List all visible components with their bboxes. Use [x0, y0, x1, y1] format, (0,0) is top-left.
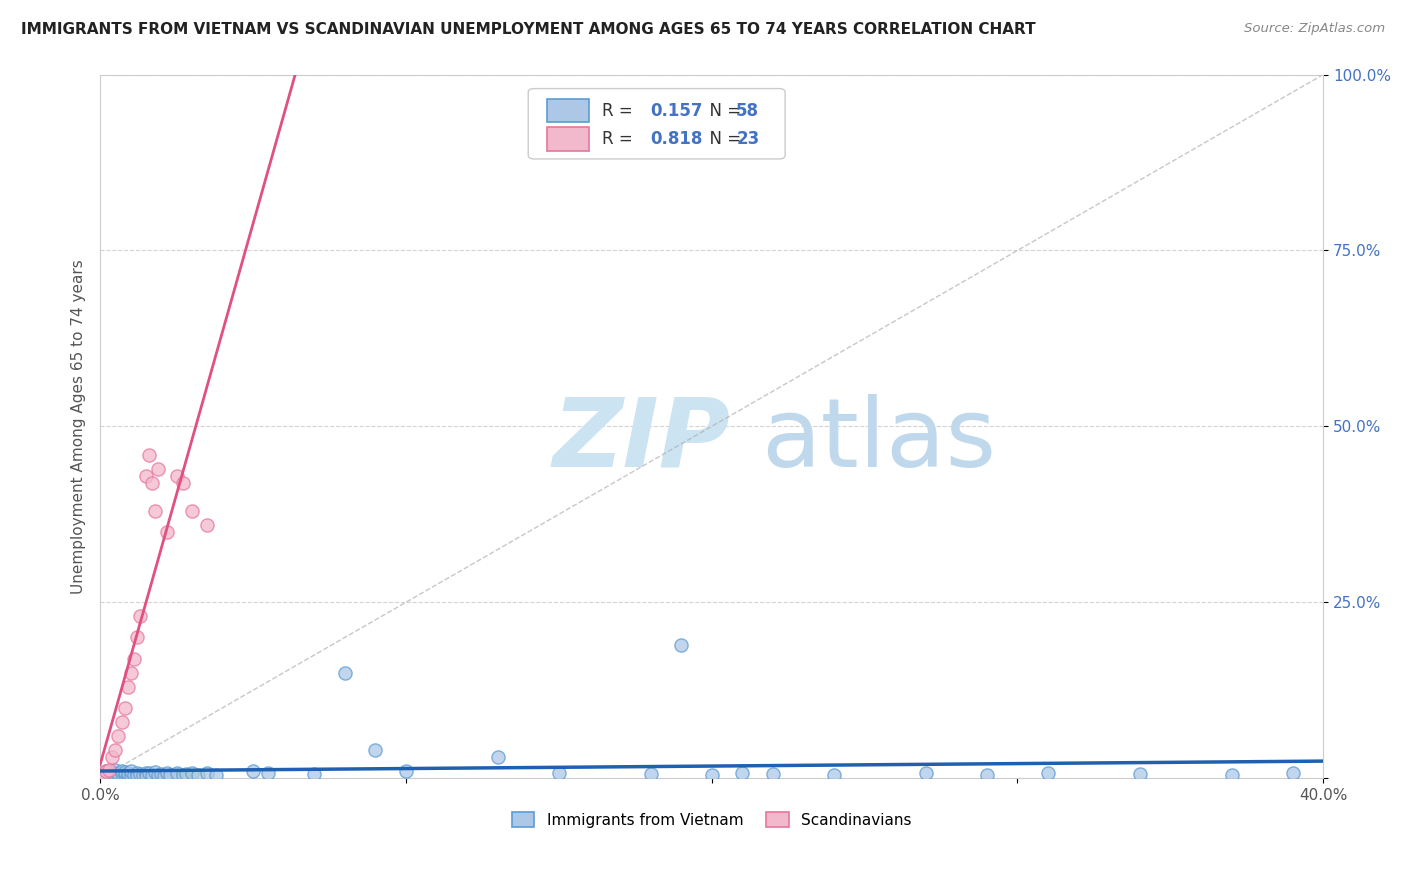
Point — [125, 765, 148, 780]
Point — [1129, 767, 1152, 781]
Point — [107, 765, 129, 780]
Point — [486, 750, 509, 764]
Point — [547, 765, 569, 780]
Text: R =: R = — [602, 102, 637, 120]
Point — [114, 764, 136, 779]
Point — [91, 768, 114, 782]
Point — [302, 767, 325, 781]
Point — [110, 714, 132, 729]
Point — [143, 764, 166, 779]
Text: atlas: atlas — [761, 394, 995, 487]
Point — [205, 768, 228, 782]
Point — [1036, 765, 1059, 780]
Point — [128, 609, 150, 624]
Text: R =: R = — [602, 130, 637, 148]
Point — [153, 769, 176, 783]
Point — [395, 764, 418, 779]
Point — [101, 750, 124, 764]
Point — [150, 767, 173, 781]
Point — [101, 765, 124, 780]
Point — [135, 468, 157, 483]
Point — [174, 767, 197, 781]
Point — [96, 764, 118, 779]
Point — [98, 763, 121, 777]
Point — [98, 769, 121, 783]
Point — [120, 665, 142, 680]
Text: N =: N = — [699, 102, 747, 120]
Point — [122, 651, 145, 665]
Point — [114, 768, 136, 782]
Point — [172, 475, 194, 490]
Point — [669, 638, 692, 652]
Text: ZIP: ZIP — [553, 394, 731, 487]
Point — [156, 524, 179, 539]
Point — [104, 743, 127, 757]
Point — [166, 468, 188, 483]
FancyBboxPatch shape — [547, 99, 589, 122]
Point — [91, 768, 114, 782]
Point — [364, 743, 387, 757]
Point — [180, 765, 202, 780]
Point — [117, 680, 139, 694]
Point — [333, 665, 356, 680]
Point — [976, 768, 998, 782]
Point — [135, 765, 157, 780]
Text: IMMIGRANTS FROM VIETNAM VS SCANDINAVIAN UNEMPLOYMENT AMONG AGES 65 TO 74 YEARS C: IMMIGRANTS FROM VIETNAM VS SCANDINAVIAN … — [21, 22, 1036, 37]
Point — [120, 764, 142, 779]
Point — [132, 768, 155, 782]
Text: 23: 23 — [737, 130, 759, 148]
Point — [107, 769, 129, 783]
Point — [148, 461, 170, 475]
Point — [1220, 768, 1243, 782]
Point — [762, 767, 785, 781]
Text: 0.157: 0.157 — [651, 102, 703, 120]
Point — [120, 768, 142, 782]
Point — [823, 768, 845, 782]
Point — [156, 765, 179, 780]
Point — [117, 766, 139, 780]
Point — [1281, 765, 1303, 780]
Point — [125, 769, 148, 783]
Point — [731, 765, 754, 780]
Text: 0.818: 0.818 — [651, 130, 703, 148]
Point — [180, 504, 202, 518]
Point — [257, 765, 280, 780]
Point — [138, 448, 160, 462]
Legend: Immigrants from Vietnam, Scandinavians: Immigrants from Vietnam, Scandinavians — [505, 805, 918, 834]
Point — [914, 766, 936, 780]
Point — [104, 768, 127, 782]
Point — [166, 766, 188, 780]
Point — [138, 766, 160, 780]
Point — [114, 701, 136, 715]
FancyBboxPatch shape — [547, 128, 589, 151]
Point — [110, 767, 132, 781]
Text: 58: 58 — [737, 102, 759, 120]
Text: Source: ZipAtlas.com: Source: ZipAtlas.com — [1244, 22, 1385, 36]
Point — [700, 768, 723, 782]
Point — [122, 768, 145, 782]
Point — [143, 504, 166, 518]
FancyBboxPatch shape — [529, 88, 785, 159]
Point — [117, 769, 139, 783]
Point — [187, 768, 209, 782]
Point — [110, 764, 132, 779]
Y-axis label: Unemployment Among Ages 65 to 74 years: Unemployment Among Ages 65 to 74 years — [72, 259, 86, 594]
Point — [96, 764, 118, 779]
Point — [128, 767, 150, 781]
Point — [135, 769, 157, 783]
Point — [141, 475, 163, 490]
Point — [107, 729, 129, 743]
Point — [195, 766, 218, 780]
Point — [640, 767, 662, 781]
Point — [159, 768, 181, 782]
Point — [104, 763, 127, 777]
Point — [141, 768, 163, 782]
Text: N =: N = — [699, 130, 747, 148]
Point — [242, 764, 264, 779]
Point — [195, 517, 218, 532]
Point — [172, 768, 194, 782]
Point — [148, 768, 170, 782]
Point — [125, 631, 148, 645]
